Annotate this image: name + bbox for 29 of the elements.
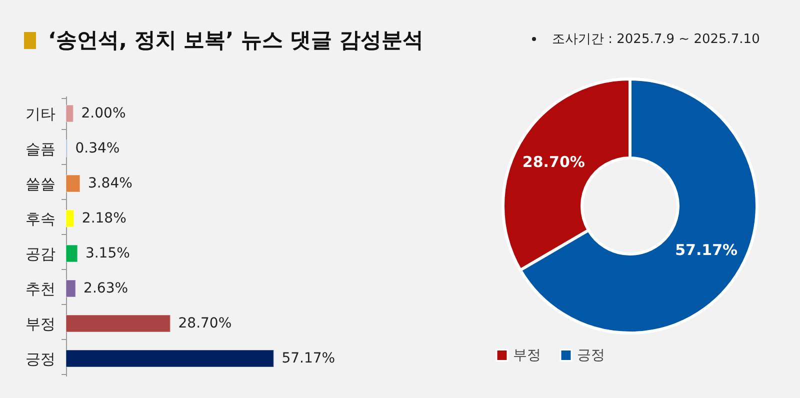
y-tick-label: 긍정 [26, 350, 56, 368]
bar [66, 174, 80, 192]
bar [66, 314, 171, 332]
y-tick-label: 후속 [26, 210, 56, 228]
data-label: 57.17% [675, 240, 738, 259]
y-tick-label: 부정 [26, 315, 56, 333]
text: 조사기간 : 2025.7.9 ~ 2025.7.10 [552, 31, 760, 48]
bar [66, 244, 78, 262]
legend-label: 긍정 [577, 347, 605, 364]
legend-label: 부정 [513, 347, 541, 364]
data-label: 57.17% [282, 350, 336, 366]
data-label: 28.70% [522, 153, 585, 172]
data-label: 2.18% [82, 210, 126, 226]
y-tick-label: 슬픔 [26, 140, 56, 158]
data-label: 2.63% [84, 280, 128, 296]
bar [66, 104, 74, 122]
data-label: 3.15% [85, 246, 130, 262]
data-label: 28.70% [178, 316, 232, 332]
data-label: 0.34% [75, 140, 120, 156]
y-tick-label: 공감 [26, 245, 56, 263]
data-label: 3.84% [88, 176, 132, 192]
bar [66, 210, 74, 228]
y-tick-label: 쓸쓸 [26, 175, 56, 193]
y-tick-label: 추천 [26, 280, 56, 298]
data-label: 2.00% [81, 106, 126, 122]
bar [66, 280, 76, 298]
y-tick-label: 기타 [26, 105, 56, 123]
chart-title: ‘송언석, 정치 보복’ 뉴스 댓글 감성분석 [48, 27, 424, 54]
bar [66, 350, 274, 368]
